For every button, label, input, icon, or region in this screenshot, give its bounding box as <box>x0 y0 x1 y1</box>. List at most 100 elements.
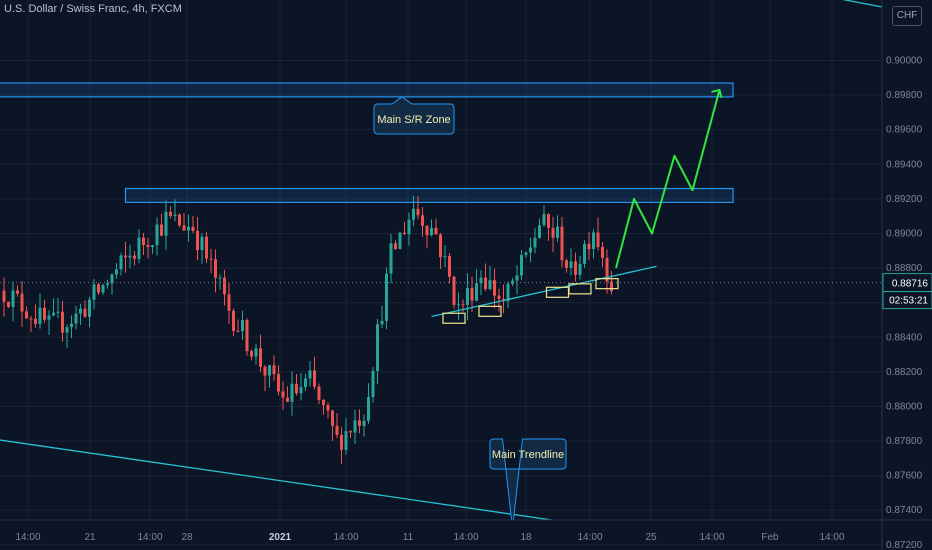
candle-body <box>29 318 33 320</box>
candle-body <box>106 283 109 286</box>
candle-body <box>412 208 415 220</box>
y-tick-label: 0.88200 <box>886 367 923 378</box>
candle-body <box>146 245 150 247</box>
candle-body <box>281 391 285 398</box>
x-tick-label: 14:00 <box>333 532 358 543</box>
candle-body <box>385 273 388 321</box>
y-tick-label: 0.88800 <box>886 263 923 274</box>
x-tick-label: 25 <box>645 532 657 543</box>
projection-arrowhead <box>711 88 723 99</box>
candle-body <box>416 208 420 216</box>
candle-body <box>592 232 595 250</box>
x-tick-label: 14:00 <box>137 532 162 543</box>
candle-body <box>578 263 582 275</box>
candle-body <box>524 252 528 255</box>
candle-body <box>331 410 334 426</box>
candle-body <box>227 294 231 311</box>
candle-body <box>38 307 42 325</box>
y-tick-label: 0.90000 <box>886 56 923 67</box>
candle-body <box>173 214 177 217</box>
x-tick-label: 14:00 <box>15 532 40 543</box>
candle-body <box>358 420 361 426</box>
trendline <box>842 0 882 8</box>
currency-button[interactable]: CHF <box>892 6 922 26</box>
candle-body <box>133 255 136 259</box>
candle-body <box>299 387 303 394</box>
candle-body <box>52 312 55 316</box>
countdown-label: 02:53:21 <box>889 296 928 307</box>
x-tick-label: Feb <box>761 532 779 543</box>
x-tick-label: 2021 <box>269 532 292 543</box>
candle-body <box>160 224 163 236</box>
sr-zone-rect <box>124 187 734 203</box>
y-tick-label: 0.87200 <box>886 540 923 550</box>
candle-body <box>587 243 591 250</box>
candle-body <box>142 237 145 246</box>
candle-body <box>556 226 559 238</box>
candle-body <box>151 245 154 247</box>
candle-body <box>313 370 316 387</box>
candle-body <box>452 276 456 305</box>
candle-body <box>286 397 289 402</box>
candle-body <box>461 304 465 306</box>
candle-body <box>218 277 222 279</box>
candle-body <box>376 324 379 371</box>
candle-body <box>488 280 492 290</box>
candle-body <box>268 365 271 376</box>
y-tick-label: 0.89200 <box>886 194 923 205</box>
candles <box>2 195 613 464</box>
candle-body <box>209 258 213 260</box>
trendline-label-text: Main Trendline <box>492 449 564 461</box>
candle-body <box>380 320 384 325</box>
y-tick-label: 0.89000 <box>886 228 923 239</box>
x-tick-label: 14:00 <box>819 532 844 543</box>
candle-body <box>439 234 442 258</box>
candle-body <box>155 224 159 246</box>
candle-body <box>304 378 307 388</box>
candle-body <box>533 237 537 248</box>
candle-body <box>569 261 573 268</box>
candle-body <box>596 232 600 248</box>
candle-body <box>394 243 397 250</box>
candle-body <box>367 396 370 421</box>
candle-body <box>88 299 91 317</box>
candle-body <box>565 260 568 268</box>
current-price-label: 0.88716 <box>892 279 929 290</box>
x-tick-label: 11 <box>403 532 414 543</box>
candle-body <box>322 399 325 406</box>
candle-body <box>74 313 78 324</box>
x-tick-label: 14:00 <box>453 532 478 543</box>
callout-box <box>489 438 567 520</box>
candle-body <box>178 214 181 226</box>
candle-body <box>493 280 496 296</box>
candle-body <box>421 215 424 226</box>
candle-body <box>187 226 190 231</box>
candle-body <box>601 247 604 258</box>
candle-body <box>610 281 613 292</box>
touch-point-box <box>568 283 592 295</box>
candle-body <box>137 237 141 259</box>
candle-body <box>470 287 474 301</box>
projection-path <box>615 89 721 269</box>
candle-body <box>254 348 258 357</box>
candle-body <box>250 351 253 357</box>
candle-body <box>434 227 438 235</box>
candle-body <box>515 275 519 281</box>
candle-body <box>34 318 37 325</box>
candle-body <box>110 274 114 284</box>
candle-body <box>340 434 343 450</box>
candle-body <box>101 285 105 293</box>
candle-body <box>20 293 24 312</box>
candle-body <box>425 225 429 236</box>
main-trendline <box>0 439 557 520</box>
candle-body <box>97 284 100 293</box>
x-tick-label: 14:00 <box>699 532 724 543</box>
trendline-label-callout: Main Trendline <box>489 438 567 520</box>
touch-point-box <box>442 312 466 324</box>
candle-body <box>326 405 330 411</box>
x-tick-label: 18 <box>520 532 532 543</box>
candle-body <box>362 420 366 426</box>
callout-box <box>373 96 455 135</box>
candle-body <box>259 348 262 367</box>
